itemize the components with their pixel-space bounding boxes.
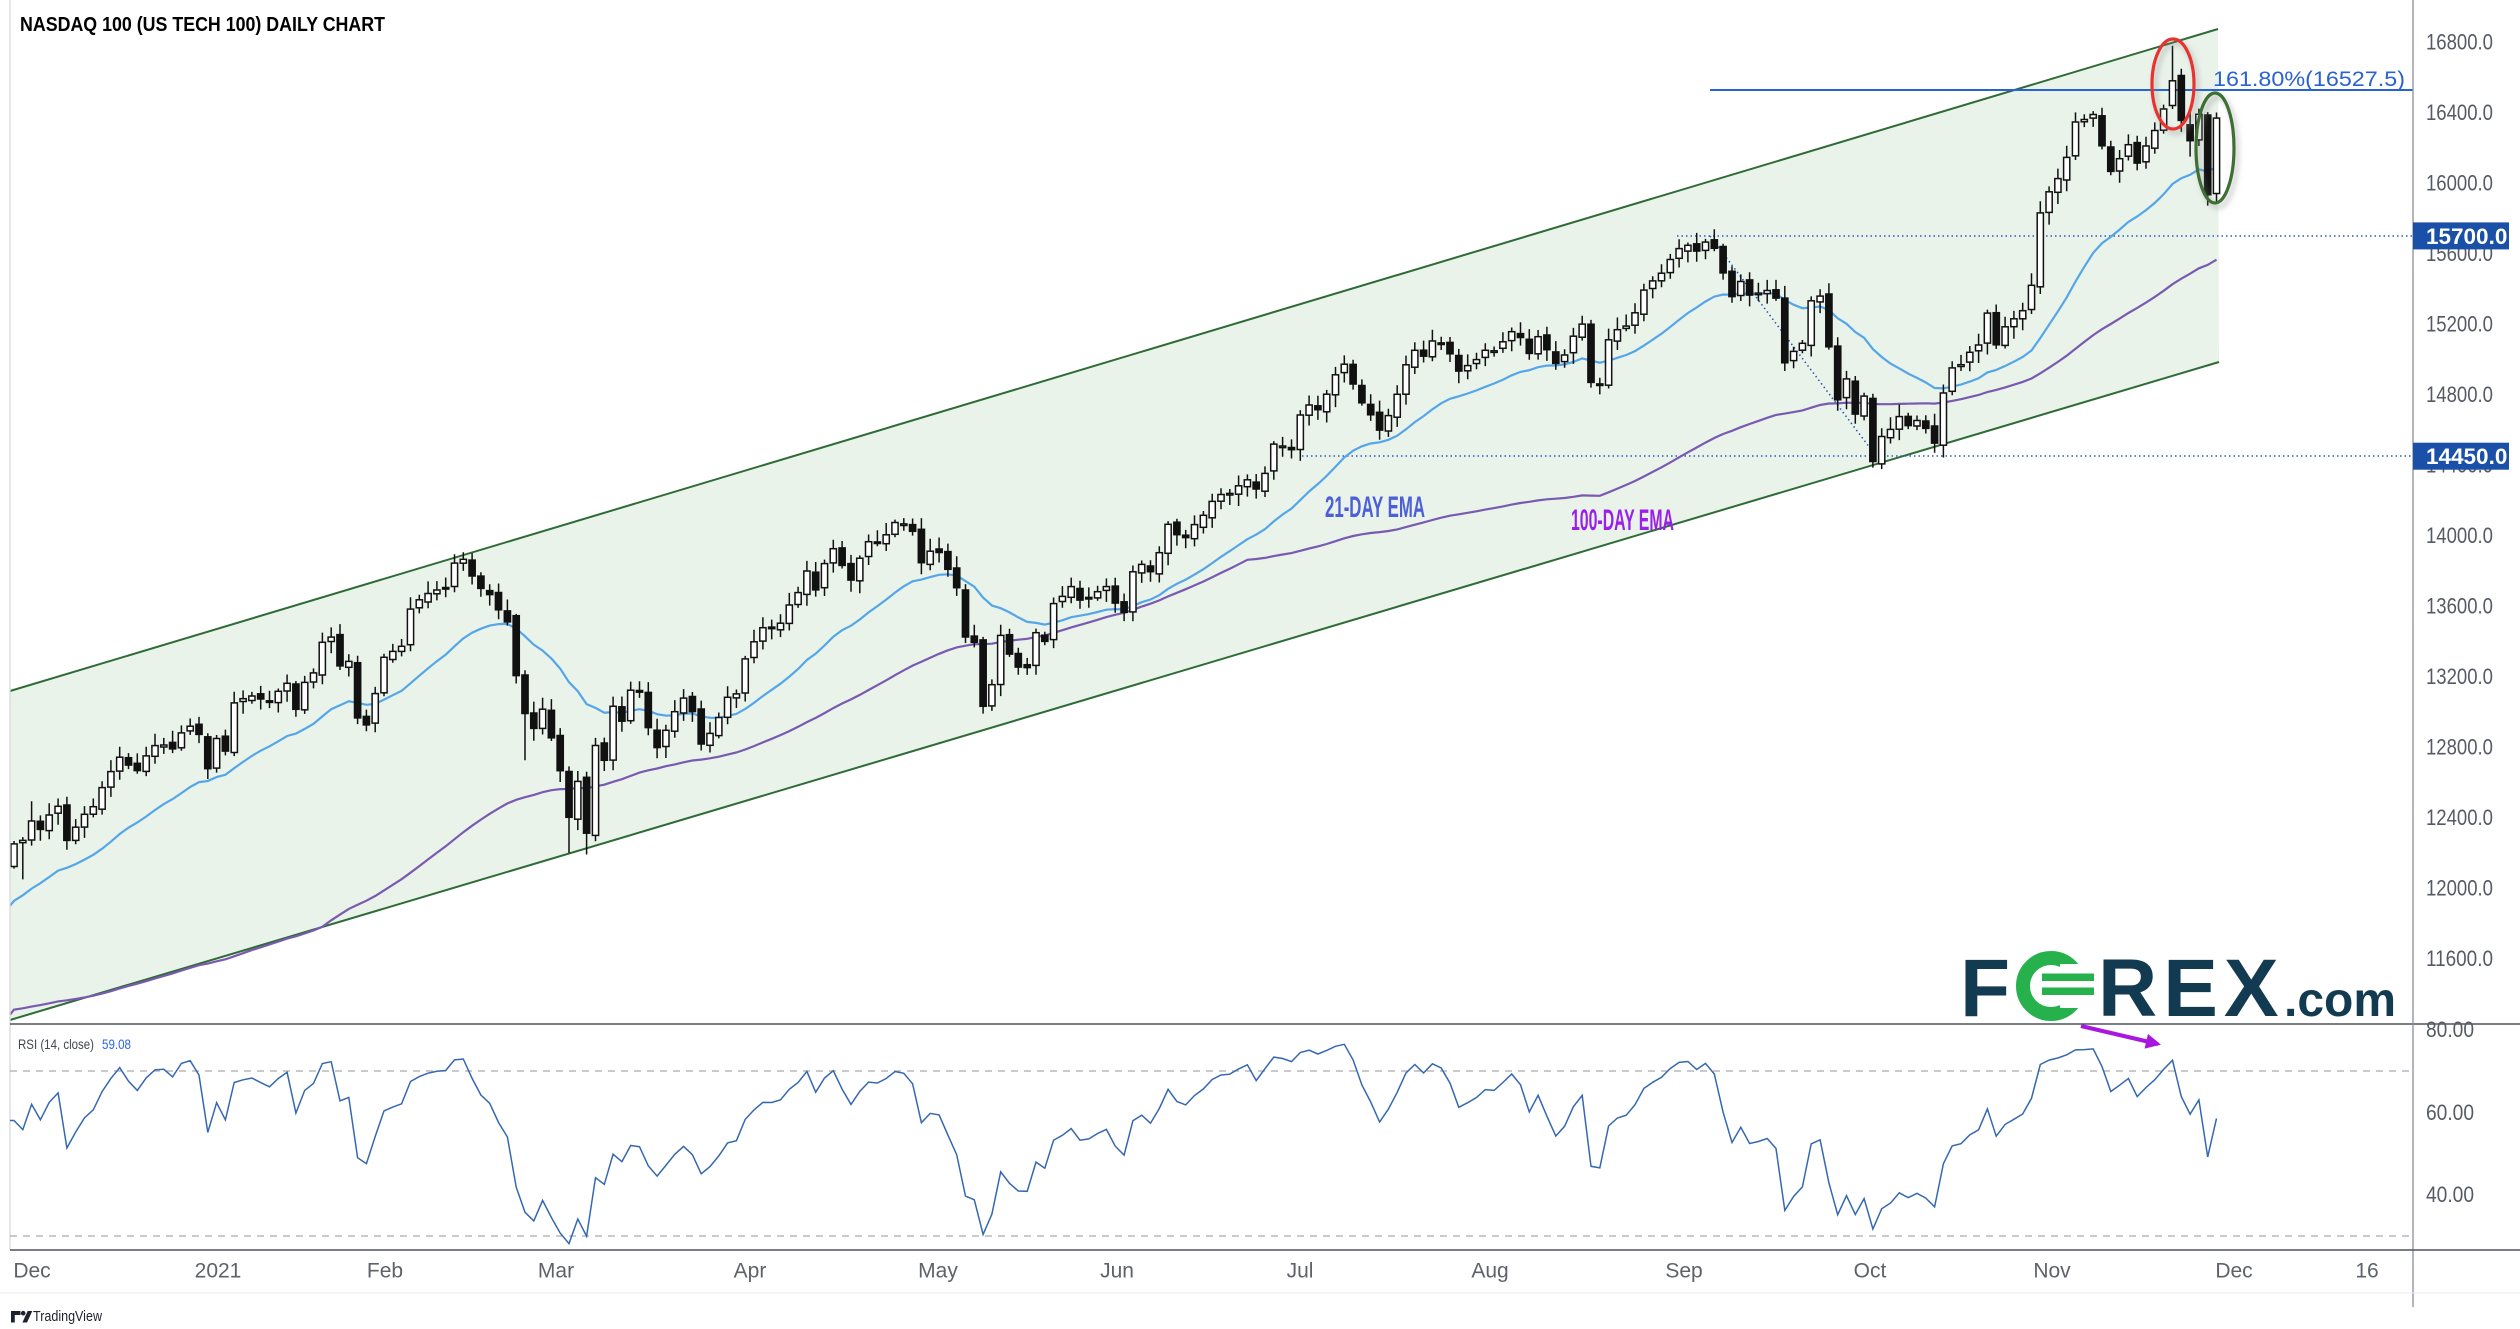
- svg-text:12000.0: 12000.0: [2426, 876, 2493, 901]
- svg-text:59.08: 59.08: [102, 1036, 131, 1052]
- svg-text:16400.0: 16400.0: [2426, 100, 2493, 125]
- svg-text:Oct: Oct: [1854, 1260, 1887, 1283]
- svg-text:12800.0: 12800.0: [2426, 735, 2493, 760]
- svg-text:40.00: 40.00: [2426, 1182, 2474, 1207]
- svg-text:Feb: Feb: [367, 1260, 403, 1283]
- svg-text:14800.0: 14800.0: [2426, 382, 2493, 407]
- svg-text:F: F: [1960, 943, 2010, 1034]
- svg-text:May: May: [918, 1260, 958, 1283]
- svg-text:21-DAY EMA: 21-DAY EMA: [1325, 491, 1425, 524]
- svg-text:Dec: Dec: [2215, 1260, 2252, 1283]
- svg-text:100-DAY EMA: 100-DAY EMA: [1571, 504, 1674, 537]
- svg-text:14000.0: 14000.0: [2426, 523, 2493, 548]
- svg-text:14450.0: 14450.0: [2426, 444, 2507, 469]
- svg-text:Mar: Mar: [538, 1260, 574, 1283]
- svg-text:12400.0: 12400.0: [2426, 805, 2493, 830]
- svg-text:16: 16: [2355, 1260, 2378, 1283]
- svg-text:RSI (14, close): RSI (14, close): [18, 1036, 94, 1052]
- svg-text:Jul: Jul: [1287, 1260, 1314, 1283]
- svg-text:15700.0: 15700.0: [2426, 224, 2507, 249]
- svg-text:60.00: 60.00: [2426, 1100, 2474, 1125]
- svg-text:Jun: Jun: [1100, 1260, 1134, 1283]
- svg-text:Dec: Dec: [13, 1260, 50, 1283]
- svg-text:16000.0: 16000.0: [2426, 171, 2493, 196]
- svg-text:11600.0: 11600.0: [2426, 946, 2493, 971]
- svg-text:Aug: Aug: [1471, 1260, 1508, 1283]
- svg-text:2021: 2021: [195, 1260, 242, 1283]
- svg-text:161.80%(16527.5): 161.80%(16527.5): [2213, 68, 2405, 91]
- svg-text:16800.0: 16800.0: [2426, 30, 2493, 55]
- svg-text:TradingView: TradingView: [33, 1309, 102, 1325]
- svg-text:13600.0: 13600.0: [2426, 594, 2493, 619]
- svg-text:REX: REX: [2098, 943, 2285, 1034]
- svg-text:Sep: Sep: [1665, 1260, 1702, 1283]
- svg-text:.com: .com: [2284, 974, 2396, 1027]
- svg-text:NASDAQ 100 (US TECH 100) DAILY: NASDAQ 100 (US TECH 100) DAILY CHART: [20, 14, 385, 36]
- svg-text:Apr: Apr: [734, 1260, 767, 1283]
- svg-text:13200.0: 13200.0: [2426, 664, 2493, 689]
- svg-text:80.00: 80.00: [2426, 1017, 2474, 1042]
- svg-text:15200.0: 15200.0: [2426, 312, 2493, 337]
- svg-text:Nov: Nov: [2033, 1260, 2071, 1283]
